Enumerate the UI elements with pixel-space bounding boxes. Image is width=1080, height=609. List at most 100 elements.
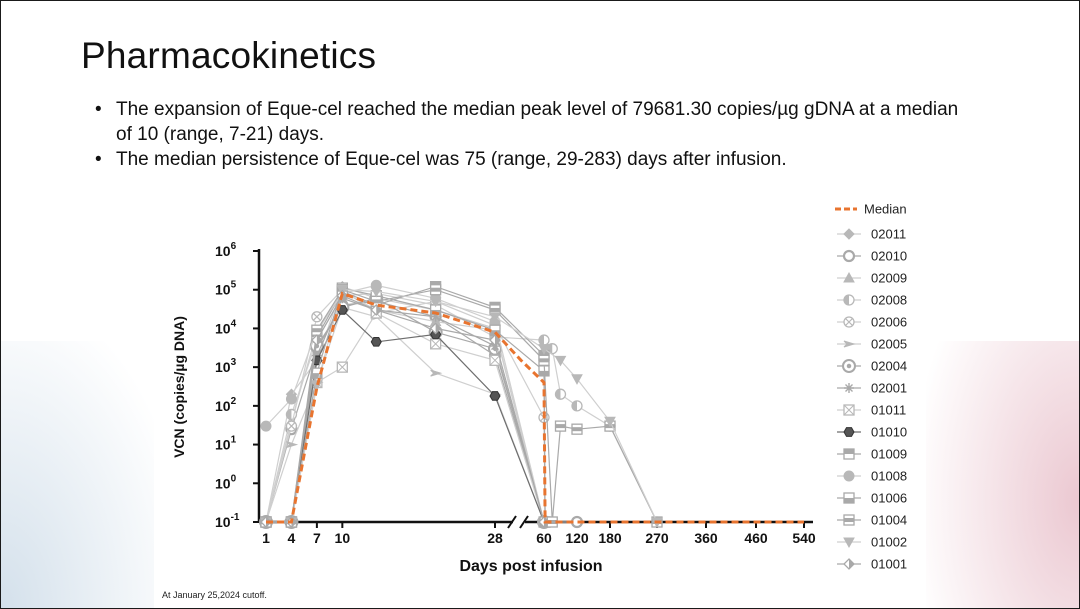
- series-line: [265, 284, 545, 523]
- legend-item-01008: 01008: [837, 469, 907, 484]
- x-tick-label: 60: [536, 530, 552, 546]
- data-point: [554, 355, 567, 367]
- data-point: [843, 470, 855, 482]
- marker-fill: [844, 449, 854, 454]
- x-tick-label: 270: [645, 530, 669, 546]
- legend-label: 02011: [871, 227, 906, 242]
- data-point: [285, 420, 298, 432]
- y-tick-label: 10-1: [215, 512, 240, 530]
- marker-cross: [845, 318, 853, 326]
- marker-cross: [489, 354, 501, 366]
- y-tick-label: 101: [215, 435, 237, 453]
- legend-item-02001: 02001: [837, 381, 907, 396]
- marker-fill: [844, 518, 854, 522]
- legend-item-02008: 02008: [837, 293, 907, 308]
- marker-fill: [572, 427, 582, 432]
- x-tick-label: 7: [313, 530, 321, 546]
- data-point: [336, 361, 348, 373]
- x-tick-label: 180: [598, 530, 622, 546]
- marker-cross: [336, 361, 348, 373]
- data-point: [843, 228, 855, 240]
- marker-fill: [430, 287, 441, 292]
- data-point: [430, 369, 443, 377]
- marker-fill: [286, 409, 292, 420]
- legend-item-Median: Median: [835, 202, 907, 217]
- legend-item-01009: 01009: [837, 447, 907, 462]
- legend-item-01001: 01001: [837, 557, 907, 572]
- data-point: [429, 296, 442, 308]
- data-point: [285, 393, 297, 405]
- data-point: [844, 383, 854, 393]
- decorative-wave-right: [926, 341, 1079, 608]
- axis-break-mark: [507, 515, 517, 529]
- data-point: [843, 271, 855, 283]
- data-point: [842, 249, 856, 263]
- legend-item-01004: 01004: [837, 513, 907, 528]
- data-point: [370, 304, 383, 316]
- data-point: [843, 558, 855, 570]
- bullet-list: The expansion of Eque-cel reached the me…: [95, 97, 975, 172]
- marker-fill: [495, 335, 500, 346]
- marker-fill: [547, 520, 558, 524]
- footnote: At January 25,2024 cutoff.: [162, 590, 267, 600]
- marker-fill: [539, 335, 544, 346]
- x-axis-title: Days post infusion: [459, 558, 602, 575]
- data-point: [554, 388, 567, 400]
- marker-fill: [490, 307, 500, 312]
- legend-label: 01006: [871, 491, 907, 506]
- marker-fill: [435, 323, 441, 334]
- series-line: [265, 306, 545, 523]
- marker-fill: [539, 358, 549, 363]
- data-point: [489, 354, 501, 366]
- marker-fill: [376, 304, 382, 315]
- data-point: [843, 514, 855, 526]
- data-point: [843, 340, 856, 348]
- x-tick-label: 460: [744, 530, 768, 546]
- marker-cross: [312, 312, 321, 321]
- decorative-wave-left: [1, 341, 161, 608]
- legend-label: 01001: [871, 557, 907, 572]
- data-point: [538, 344, 550, 355]
- marker-cross: [287, 422, 296, 431]
- data-point: [554, 420, 567, 432]
- marker-fill: [555, 389, 561, 400]
- x-tick-label: 540: [792, 530, 816, 546]
- data-point: [489, 391, 501, 401]
- series-line: [266, 289, 658, 523]
- legend-label: 01002: [871, 535, 907, 550]
- slide-title: Pharmacokinetics: [81, 35, 377, 76]
- legend-label: 01009: [871, 447, 907, 462]
- data-point: [286, 441, 299, 449]
- legend-item-02011: 02011: [837, 227, 906, 242]
- legend-label: 01010: [871, 425, 907, 440]
- marker-fill: [539, 370, 549, 376]
- data-point: [843, 448, 855, 460]
- data-point: [571, 400, 583, 412]
- legend-label: 02009: [871, 271, 907, 286]
- data-point: [370, 337, 382, 347]
- legend-label: 01004: [871, 513, 907, 528]
- legend-item-02010: 02010: [837, 249, 907, 264]
- data-point: [571, 374, 583, 385]
- legend-label: 02004: [871, 359, 907, 374]
- legend-label: Median: [864, 202, 907, 217]
- bullet-item: The median persistence of Eque-cel was 7…: [95, 147, 975, 172]
- x-tick-label: 4: [288, 530, 296, 546]
- legend-item-02009: 02009: [837, 271, 907, 286]
- data-point: [260, 420, 272, 432]
- marker-fill: [846, 363, 852, 369]
- data-point: [843, 427, 855, 437]
- data-point: [843, 404, 855, 416]
- data-point: [538, 354, 550, 366]
- marker-fill: [342, 290, 348, 301]
- data-point: [429, 284, 442, 296]
- median-line: [266, 291, 804, 524]
- data-point: [489, 312, 501, 323]
- y-tick-label: 103: [215, 357, 237, 375]
- legend-item-02004: 02004: [837, 359, 907, 374]
- legend-label: 01011: [871, 403, 906, 418]
- data-point: [842, 359, 856, 373]
- bullet-item: The expansion of Eque-cel reached the me…: [95, 97, 975, 147]
- data-point: [571, 423, 583, 435]
